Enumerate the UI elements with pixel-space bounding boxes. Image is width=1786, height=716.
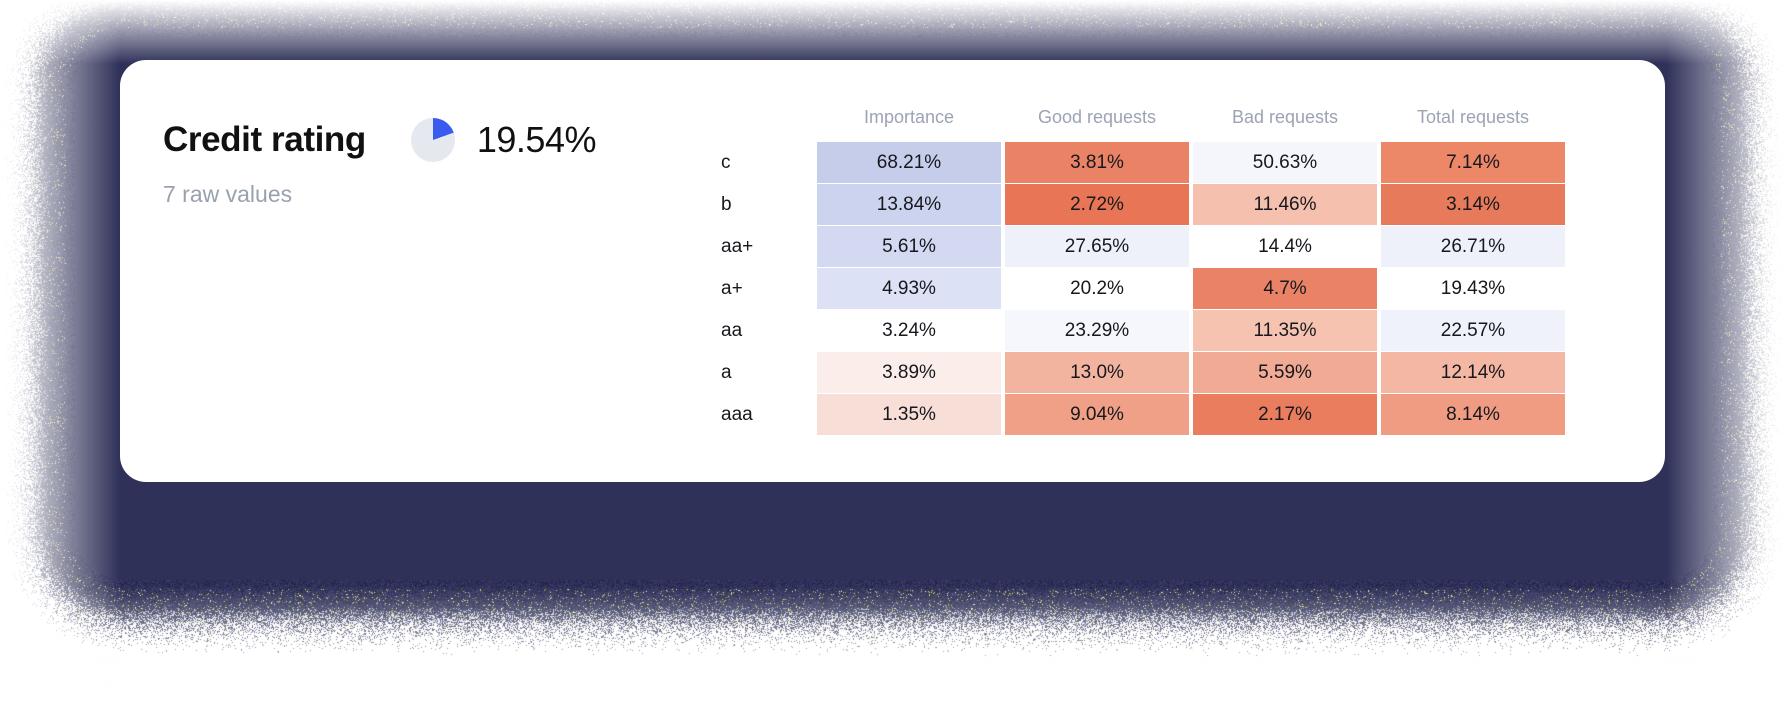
heatmap-cell: 4.7%	[1193, 268, 1377, 309]
heatmap-cell: 23.29%	[1005, 310, 1189, 351]
table-row: a 3.89% 13.0% 5.59% 12.14%	[720, 352, 1565, 393]
heatmap-cell: 3.89%	[817, 352, 1001, 393]
screenshot-root: Credit rating 19.54% 7 raw values Import…	[0, 0, 1786, 716]
heatmap-cell: 2.72%	[1005, 184, 1189, 225]
heatmap-cell: 11.35%	[1193, 310, 1377, 351]
summary-header-row: Credit rating 19.54%	[163, 118, 683, 162]
heatmap-body: c 68.21% 3.81% 50.63% 7.14% b 13.84% 2.72% 11.46…	[720, 142, 1565, 435]
table-row: c 68.21% 3.81% 50.63% 7.14%	[720, 142, 1565, 183]
heatmap-cell: 9.04%	[1005, 394, 1189, 435]
heatmap-cell: 7.14%	[1381, 142, 1565, 183]
page-title: Credit rating	[163, 120, 366, 160]
credit-rating-card: Credit rating 19.54% 7 raw values Import…	[120, 60, 1665, 482]
table-row: aaa 1.35% 9.04% 2.17% 8.14%	[720, 394, 1565, 435]
heatmap-cell: 22.57%	[1381, 310, 1565, 351]
column-header-good-requests: Good requests	[1005, 107, 1189, 141]
column-header-bad-requests: Bad requests	[1193, 107, 1377, 141]
row-label-a+: a+	[720, 268, 813, 309]
table-header-row: Importance Good requests Bad requests To…	[720, 107, 1565, 141]
heatmap-cell: 11.46%	[1193, 184, 1377, 225]
row-label-a: a	[720, 352, 813, 393]
heatmap-cell: 27.65%	[1005, 226, 1189, 267]
table-row: aa 3.24% 23.29% 11.35% 22.57%	[720, 310, 1565, 351]
heatmap-table: Importance Good requests Bad requests To…	[716, 106, 1569, 436]
heatmap-cell: 1.35%	[817, 394, 1001, 435]
heatmap-cell: 3.14%	[1381, 184, 1565, 225]
heatmap-cell: 13.0%	[1005, 352, 1189, 393]
table-row: a+ 4.93% 20.2% 4.7% 19.43%	[720, 268, 1565, 309]
column-header-importance: Importance	[817, 107, 1001, 141]
heatmap-cell: 4.93%	[817, 268, 1001, 309]
summary-block: Credit rating 19.54% 7 raw values	[163, 118, 683, 208]
headline-percentage: 19.54%	[477, 119, 596, 161]
heatmap-cell: 5.59%	[1193, 352, 1377, 393]
heatmap-cell: 14.4%	[1193, 226, 1377, 267]
row-label-b: b	[720, 184, 813, 225]
heatmap-cell: 5.61%	[817, 226, 1001, 267]
row-label-aa: aa	[720, 310, 813, 351]
column-header-total-requests: Total requests	[1381, 107, 1565, 141]
raw-values-subtitle: 7 raw values	[163, 181, 683, 208]
heatmap-cell: 19.43%	[1381, 268, 1565, 309]
table-row: aa+ 5.61% 27.65% 14.4% 26.71%	[720, 226, 1565, 267]
table-row: b 13.84% 2.72% 11.46% 3.14%	[720, 184, 1565, 225]
heatmap-cell: 3.24%	[817, 310, 1001, 351]
row-label-c: c	[720, 142, 813, 183]
heatmap-cell: 68.21%	[817, 142, 1001, 183]
heatmap-cell: 12.14%	[1381, 352, 1565, 393]
rowlabel-header-blank	[720, 107, 813, 141]
heatmap-cell: 50.63%	[1193, 142, 1377, 183]
heatmap-cell: 20.2%	[1005, 268, 1189, 309]
heatmap-cell: 26.71%	[1381, 226, 1565, 267]
heatmap-cell: 8.14%	[1381, 394, 1565, 435]
row-label-aa+: aa+	[720, 226, 813, 267]
pie-chart-icon	[411, 118, 455, 162]
heatmap-cell: 13.84%	[817, 184, 1001, 225]
heatmap-cell: 2.17%	[1193, 394, 1377, 435]
row-label-aaa: aaa	[720, 394, 813, 435]
heatmap-cell: 3.81%	[1005, 142, 1189, 183]
